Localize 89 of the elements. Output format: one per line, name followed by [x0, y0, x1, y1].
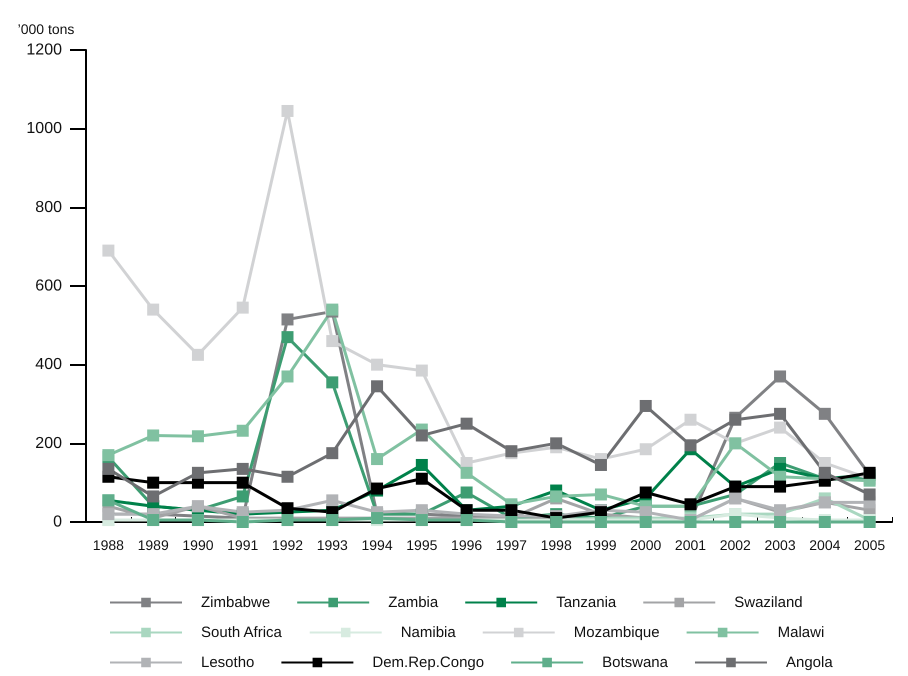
x-tick-label: 1996 [451, 537, 482, 553]
point [818, 466, 831, 479]
point [192, 348, 204, 361]
legend-label: South Africa [201, 624, 283, 641]
y-tick-label: 800 [35, 198, 62, 216]
point [236, 424, 249, 437]
point [505, 504, 518, 516]
x-tick-label: 2001 [674, 537, 706, 553]
point [416, 364, 428, 377]
x-tick-label: 1997 [496, 537, 528, 553]
point [236, 302, 249, 314]
legend-label: Lesotho [201, 654, 254, 671]
point [326, 376, 338, 388]
x-tick-label: 1991 [227, 537, 258, 553]
point [326, 447, 338, 460]
point [774, 422, 786, 434]
y-tick-label: 0 [53, 514, 62, 530]
point [774, 408, 786, 420]
point [326, 494, 338, 506]
x-tick-label: 1999 [585, 537, 617, 553]
point [236, 462, 249, 475]
point [192, 466, 204, 479]
legend-label: Angola [786, 654, 834, 671]
legend-label: Zambia [388, 594, 439, 611]
point [326, 335, 338, 348]
x-tick-label: 2004 [809, 537, 841, 553]
point [460, 486, 473, 498]
point [282, 370, 294, 382]
point [640, 400, 652, 412]
point [147, 476, 160, 489]
point [684, 414, 696, 426]
legend-label: Malawi [778, 624, 824, 641]
x-tick-label: 1994 [361, 537, 393, 553]
point [371, 453, 384, 466]
point [416, 429, 428, 442]
point [102, 244, 114, 257]
x-tick-label: 2003 [764, 537, 796, 553]
x-tick-label: 1989 [138, 537, 169, 553]
x-tick-label: 1998 [540, 537, 572, 553]
point [550, 437, 562, 450]
point [818, 408, 831, 420]
x-tick-label: 2000 [630, 537, 662, 553]
point [416, 472, 428, 485]
x-tick-label: 2002 [720, 537, 752, 553]
y-tick-label: 400 [35, 356, 62, 374]
point [416, 458, 428, 471]
legend-label: Zimbabwe [201, 594, 270, 611]
point [774, 480, 786, 493]
y-axis-title: ’000 tons [18, 21, 74, 37]
y-tick-label: 1200 [26, 42, 62, 58]
legend-label: Tanzania [556, 594, 617, 611]
legend-label: Dem.Rep.Congo [372, 654, 484, 671]
point [460, 418, 473, 430]
point [774, 516, 786, 528]
point [640, 486, 652, 498]
point [192, 430, 204, 442]
y-tick-label: 1000 [26, 120, 62, 138]
x-tick-label: 1995 [406, 537, 438, 553]
point [640, 443, 652, 456]
point [774, 370, 786, 382]
point [371, 380, 384, 392]
point [594, 458, 607, 471]
point [594, 488, 607, 500]
point [684, 439, 696, 452]
legend-label: Namibia [400, 624, 456, 641]
legend-label: Mozambique [574, 624, 660, 641]
x-tick-label: 1988 [92, 537, 124, 553]
x-tick-label: 1990 [182, 537, 214, 553]
point [102, 462, 114, 475]
point [147, 429, 160, 442]
x-tick-label: 2005 [854, 537, 886, 553]
point [864, 488, 876, 500]
x-tick-label: 1992 [272, 537, 304, 553]
point [371, 358, 384, 371]
point [236, 490, 249, 502]
point [729, 516, 742, 528]
point [236, 476, 249, 489]
point [282, 331, 294, 344]
y-tick-label: 600 [35, 278, 62, 294]
legend-label: Botswana [602, 654, 669, 671]
point [147, 490, 160, 502]
point [282, 313, 294, 326]
point [282, 104, 294, 117]
x-tick-label: 1993 [316, 537, 348, 553]
legend-label: Swaziland [734, 594, 803, 611]
y-tick-label: 200 [35, 434, 62, 452]
point [282, 470, 294, 483]
point [460, 466, 473, 479]
point [147, 304, 160, 316]
